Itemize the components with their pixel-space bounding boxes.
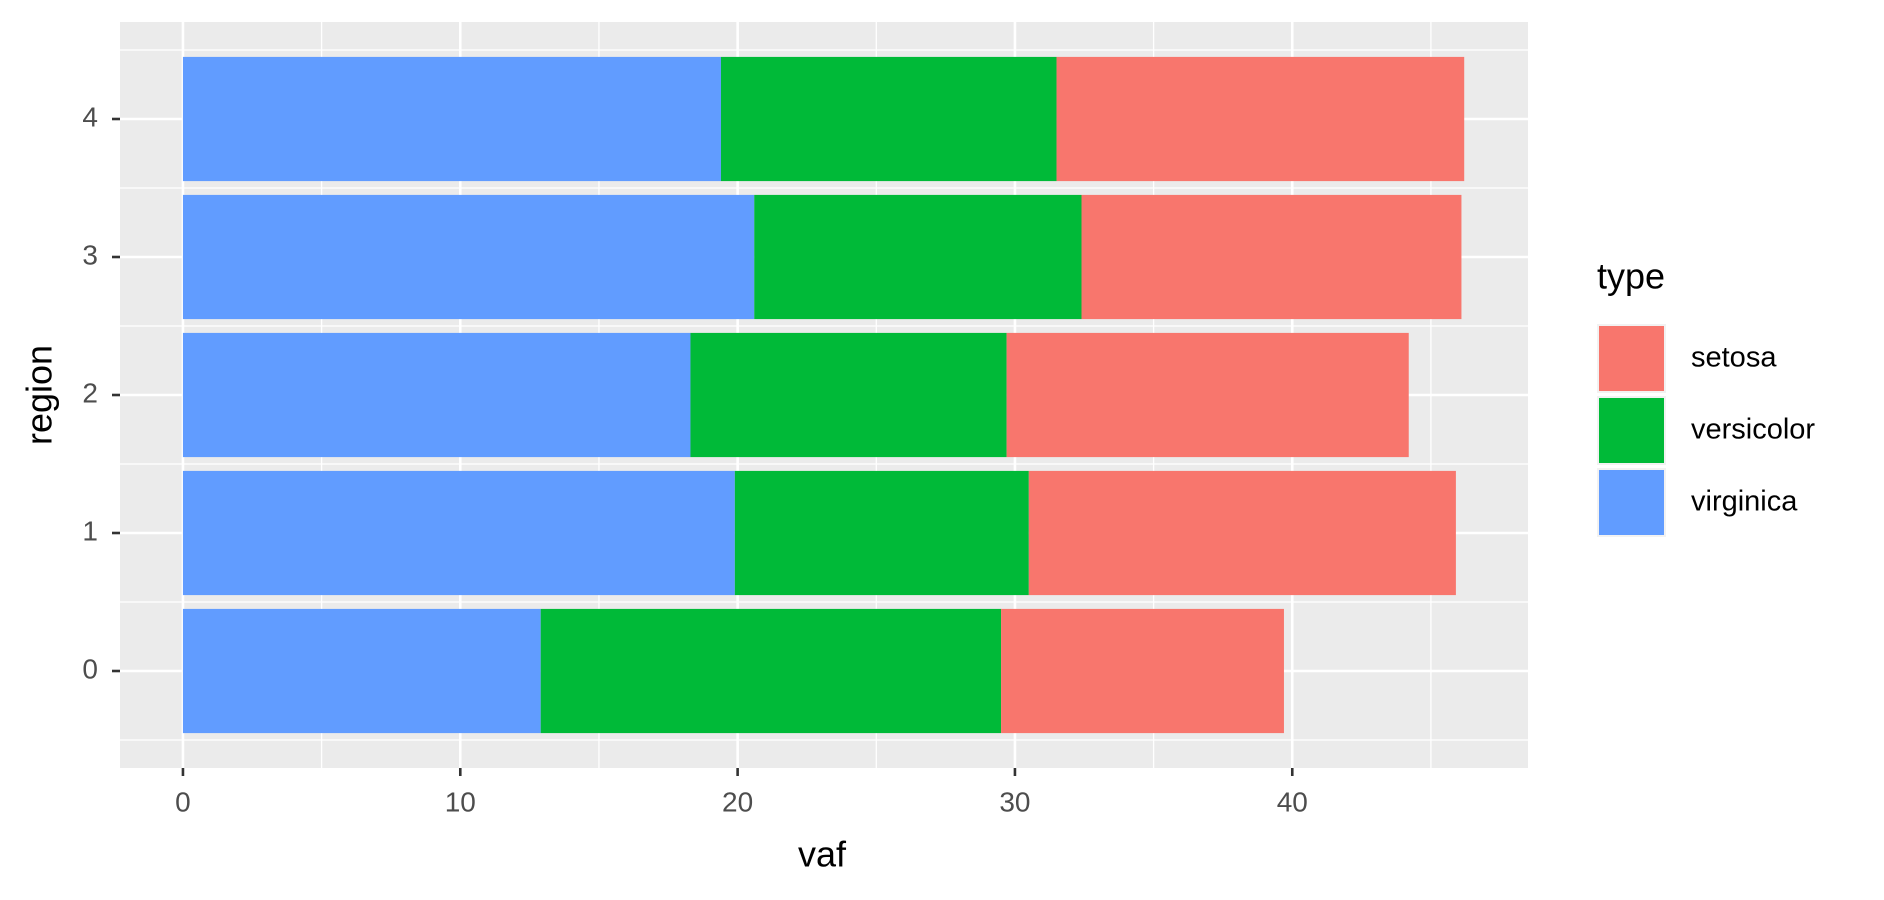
bar-segment (182, 608, 541, 734)
bar-segment (690, 332, 1007, 458)
legend-label: setosa (1691, 342, 1777, 374)
bar-segment (1006, 332, 1409, 458)
bar-segment (182, 470, 735, 596)
bar-segment (182, 194, 755, 320)
y-tick-label: 3 (82, 239, 98, 270)
bar-segment (754, 194, 1082, 320)
y-tick-label: 1 (82, 515, 98, 546)
legend-title: type (1597, 256, 1665, 297)
legend-swatch (1599, 326, 1664, 391)
bar-segment (1081, 194, 1462, 320)
y-tick-label: 0 (82, 653, 98, 684)
y-tick-label: 2 (82, 377, 98, 408)
x-tick-label: 10 (445, 786, 476, 817)
legend-label: virginica (1691, 486, 1798, 518)
bar-segment (1028, 470, 1456, 596)
bar-segment (734, 470, 1029, 596)
bar-segment (1001, 608, 1284, 734)
bar-segment (182, 56, 721, 182)
bar-segment (540, 608, 1002, 734)
bar-segment (720, 56, 1057, 182)
legend-swatch (1599, 470, 1664, 535)
x-axis-title: vaf (798, 834, 847, 875)
x-tick-label: 0 (175, 786, 191, 817)
x-tick-label: 40 (1277, 786, 1308, 817)
y-tick-label: 4 (82, 101, 98, 132)
legend-swatch (1599, 398, 1664, 463)
legend-label: versicolor (1691, 414, 1815, 446)
bar-segment (1056, 56, 1465, 182)
y-axis-title: region (19, 345, 60, 445)
x-tick-label: 20 (722, 786, 753, 817)
x-tick-label: 30 (999, 786, 1030, 817)
bar-segment (182, 332, 691, 458)
